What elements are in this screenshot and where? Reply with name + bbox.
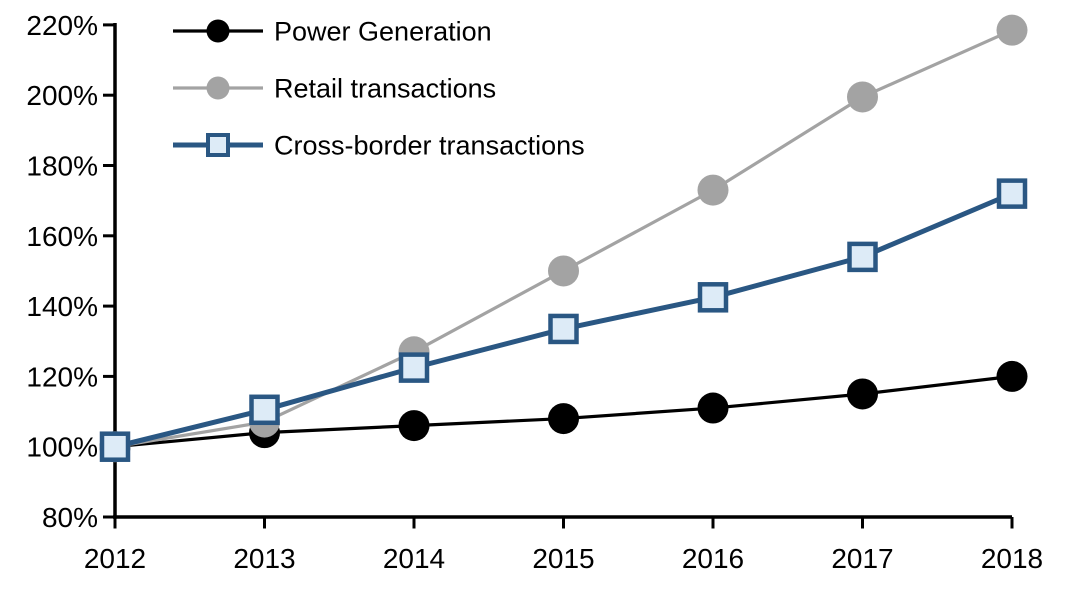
y-tick-label: 220% bbox=[26, 10, 98, 41]
series-line-retail-transactions bbox=[114, 28, 1013, 449]
series-marker-power-generation bbox=[548, 403, 579, 435]
series-marker-power-generation bbox=[996, 360, 1028, 392]
y-tick-label: 80% bbox=[42, 502, 98, 533]
y-tick-label: 100% bbox=[26, 432, 98, 463]
legend-marker-retail-transactions bbox=[206, 76, 230, 100]
series-marker-retail-transactions bbox=[996, 14, 1028, 46]
y-tick-label: 140% bbox=[26, 291, 98, 322]
legend-marker-cross-border-transactions bbox=[206, 133, 230, 157]
series-marker-power-generation bbox=[847, 378, 878, 410]
x-tick-label: 2018 bbox=[981, 543, 1043, 574]
series-marker-power-generation bbox=[697, 392, 729, 424]
y-tick-label: 180% bbox=[26, 151, 98, 182]
series-marker-cross-border-transactions bbox=[697, 282, 729, 313]
series-marker-retail-transactions bbox=[548, 255, 579, 287]
x-tick-label: 2012 bbox=[84, 543, 146, 574]
x-tick-label: 2017 bbox=[831, 543, 893, 574]
series-marker-retail-transactions bbox=[847, 81, 878, 113]
series-marker-cross-border-transactions bbox=[99, 431, 131, 462]
legend-label-retail-transactions: Retail transactions bbox=[274, 74, 496, 104]
y-tick-label: 160% bbox=[26, 221, 98, 252]
x-tick-label: 2013 bbox=[233, 543, 295, 574]
legend-marker-power-generation bbox=[206, 19, 230, 43]
series-marker-cross-border-transactions bbox=[249, 394, 280, 426]
x-tick-label: 2016 bbox=[682, 543, 744, 574]
x-tick-label: 2014 bbox=[383, 543, 445, 574]
y-tick-label: 200% bbox=[26, 80, 98, 111]
series-marker-cross-border-transactions bbox=[996, 178, 1028, 209]
x-tick-label: 2015 bbox=[532, 543, 594, 574]
series-marker-cross-border-transactions bbox=[548, 313, 579, 345]
series-marker-cross-border-transactions bbox=[847, 241, 878, 273]
legend-label-cross-border-transactions: Cross-border transactions bbox=[274, 131, 585, 161]
y-tick-label: 120% bbox=[26, 361, 98, 392]
series-marker-cross-border-transactions bbox=[398, 352, 430, 383]
series-marker-retail-transactions bbox=[697, 174, 729, 206]
legend-label-power-generation: Power Generation bbox=[274, 17, 492, 47]
series-marker-power-generation bbox=[398, 410, 430, 442]
